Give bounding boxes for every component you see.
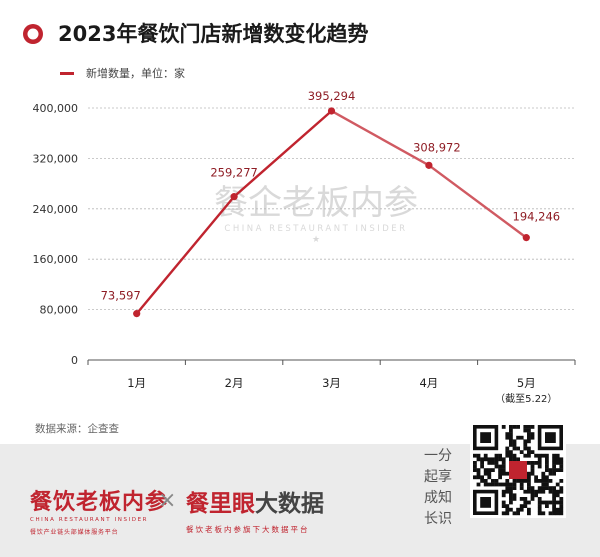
data-point <box>133 310 141 318</box>
cross-icon: × <box>158 488 177 513</box>
brand1-tagline: 餐饮产业链头部媒体服务平台 <box>30 529 119 536</box>
series-line-segment <box>427 164 528 239</box>
brand2-tagline: 餐饮老板内参旗下大数据平台 <box>186 525 310 534</box>
y-tick-label: 80,000 <box>40 304 79 317</box>
slogan-line: 长识 <box>424 511 452 527</box>
data-label: 395,294 <box>308 89 356 103</box>
x-tick-label: 2月 <box>225 376 244 390</box>
brand-logo-neican: 餐饮老板内参 CHINA RESTAURANT INSIDER 餐饮产业链头部媒… <box>30 484 169 536</box>
data-point <box>327 107 336 115</box>
legend-label: 新增数量，单位：家 <box>86 67 185 80</box>
x-tick-label: 1月 <box>127 376 146 390</box>
slogan: 一分 起享 成知 长识 <box>424 446 460 530</box>
gridlines <box>88 107 575 311</box>
series-points <box>133 107 530 318</box>
brand1-name: 餐饮老板内参 <box>30 489 169 515</box>
data-label: 308,972 <box>413 140 461 154</box>
y-tick-label: 240,000 <box>33 203 79 216</box>
data-point <box>425 161 433 169</box>
brand-logo-canliyan: 餐里眼大数据 餐饮老板内参旗下大数据平台 <box>186 484 358 535</box>
chart-title: 2023年餐饮门店新增数变化趋势 <box>58 22 369 46</box>
data-label: 73,597 <box>101 289 141 303</box>
legend-swatch <box>60 71 74 75</box>
watermark-text: 餐企老板内参 <box>214 183 418 223</box>
header: 2023年餐饮门店新增数变化趋势 <box>0 0 600 62</box>
brand2-name: 餐里眼大数据 <box>186 484 358 518</box>
slogan-line: 成知 <box>424 490 452 506</box>
y-tick-label: 0 <box>71 354 78 367</box>
data-label: 194,246 <box>513 210 561 224</box>
watermark-en-text: CHINA RESTAURANT INSIDER <box>224 224 407 234</box>
brand2-name-red: 餐里眼 <box>186 491 255 517</box>
source-note: 数据来源：企查查 <box>35 423 119 435</box>
data-point <box>522 234 530 242</box>
footer: 餐饮老板内参 CHINA RESTAURANT INSIDER 餐饮产业链头部媒… <box>0 422 600 557</box>
series-line-segment <box>135 195 236 315</box>
line-chart: 餐企老板内参 CHINA RESTAURANT INSIDER ★ 0 80,00… <box>33 89 576 405</box>
watermark-star-icon: ★ <box>312 235 320 245</box>
x-tick-note: （截至5.22） <box>495 392 557 405</box>
series-lines <box>135 109 528 315</box>
x-tick-label: 5月 <box>517 376 536 390</box>
x-axis: 1月 2月 3月 4月 5月 （截至5.22） <box>87 359 576 405</box>
data-point <box>230 193 238 201</box>
legend: 新增数量，单位：家 <box>60 64 185 82</box>
y-tick-label: 400,000 <box>33 102 79 115</box>
y-tick-label: 320,000 <box>33 152 79 165</box>
brand2-name-dark: 大数据 <box>255 491 324 517</box>
slogan-line: 起享 <box>424 469 452 485</box>
qr-code-icon[interactable] <box>470 422 566 518</box>
series-line-segment <box>232 109 333 198</box>
y-axis: 0 80,000 160,000 240,000 320,000 400,000 <box>33 102 79 367</box>
target-circle-icon <box>23 24 43 44</box>
data-labels: 73,597 259,277 395,294 308,972 194,246 <box>101 89 561 303</box>
series-line-segment <box>330 109 431 167</box>
data-label: 259,277 <box>210 166 258 180</box>
x-tick-label: 3月 <box>322 376 341 390</box>
watermark: 餐企老板内参 CHINA RESTAURANT INSIDER ★ <box>214 183 418 245</box>
brand1-english: CHINA RESTAURANT INSIDER <box>30 517 149 523</box>
x-tick-label: 4月 <box>419 376 438 390</box>
y-tick-label: 160,000 <box>33 253 79 266</box>
slogan-line: 一分 <box>424 448 452 464</box>
